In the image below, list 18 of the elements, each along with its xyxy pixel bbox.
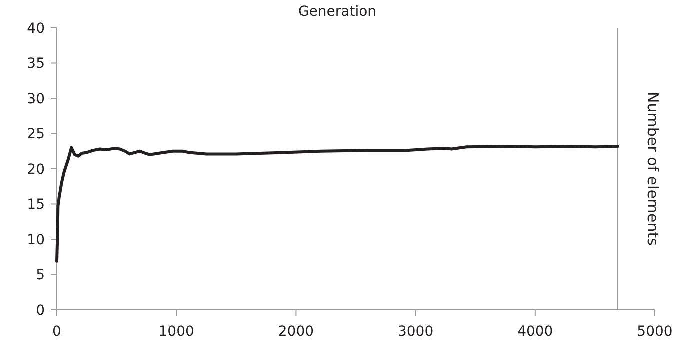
y-tick-label: 0 [36,302,45,319]
x-tick-label: 5000 [637,324,673,340]
y-tick-label: 40 [27,20,45,37]
y-tick-label: 15 [27,197,45,214]
y-tick-label: 5 [36,268,45,284]
x-tick-label: 0 [52,324,62,340]
x-tick-label: 1000 [158,324,194,340]
y-tick-label: 10 [27,232,45,248]
y-tick-label: 20 [27,162,45,178]
x-tick-label: 2000 [278,324,314,340]
y-axis-title: Number of elements [644,92,662,246]
x-tick-label: 4000 [518,324,554,340]
line-series [56,144,620,263]
x-axis-title: Generation [298,4,377,20]
x-tick-label: 3000 [398,324,434,340]
y-tick-label: 30 [27,91,45,108]
y-tick-label: 25 [27,126,45,143]
y-tick-label: 35 [27,56,45,72]
